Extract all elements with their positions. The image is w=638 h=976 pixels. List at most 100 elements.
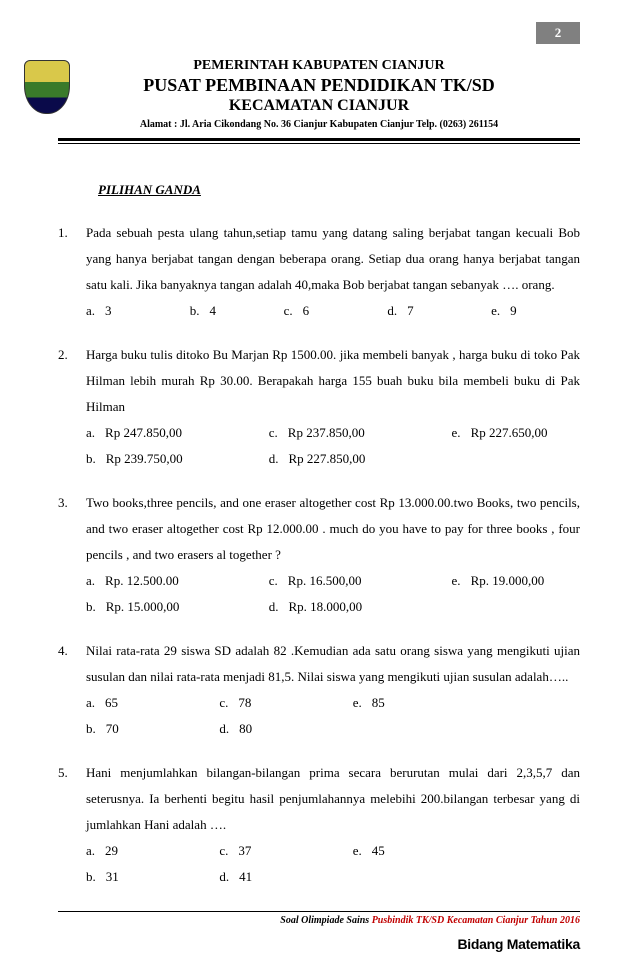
option-value: Rp 237.850,00	[288, 420, 365, 446]
page-number-badge: 2	[536, 22, 580, 44]
question-number: 5.	[58, 760, 86, 890]
option-value: 4	[209, 298, 216, 324]
option: e. Rp. 19.000,00	[452, 568, 580, 594]
option-label: a.	[86, 420, 95, 446]
question: 1.Pada sebuah pesta ulang tahun,setiap t…	[58, 220, 580, 324]
question-body: Hani menjumlahkan bilangan-bilangan prim…	[86, 760, 580, 890]
footer-caption-black: Soal Olimpiade Sains	[280, 915, 371, 926]
option-label: e.	[491, 298, 500, 324]
question-body: Harga buku tulis ditoko Bu Marjan Rp 150…	[86, 342, 580, 472]
option-label: c.	[284, 298, 293, 324]
question-body: Pada sebuah pesta ulang tahun,setiap tam…	[86, 220, 580, 324]
option-value: 31	[106, 864, 119, 890]
option: e. 9	[491, 298, 580, 324]
option: d.7	[387, 298, 491, 324]
question-number: 2.	[58, 342, 86, 472]
option	[452, 594, 580, 620]
option-label: b.	[86, 864, 96, 890]
shield-icon	[24, 60, 70, 114]
options-grid: a. 29 c.37e.45 b. 31 d.41	[86, 838, 580, 890]
question-number: 4.	[58, 638, 86, 742]
option: c.78	[219, 690, 352, 716]
question: 3.Two books,three pencils, and one erase…	[58, 490, 580, 620]
options-row: b.Rp 239.750,00d. Rp 227.850,00	[86, 446, 580, 472]
question: 4.Nilai rata-rata 29 siswa SD adalah 82 …	[58, 638, 580, 742]
option-label: a.	[86, 298, 95, 324]
question-body: Nilai rata-rata 29 siswa SD adalah 82 .K…	[86, 638, 580, 742]
option-value: Rp. 12.500.00	[105, 568, 179, 594]
option: c.37	[219, 838, 352, 864]
option-label: e.	[353, 690, 362, 716]
question: 2.Harga buku tulis ditoko Bu Marjan Rp 1…	[58, 342, 580, 472]
option-value: 80	[239, 716, 252, 742]
option: c. Rp 237.850,00	[269, 420, 452, 446]
option: a. Rp. 12.500.00	[86, 568, 269, 594]
option-label: d.	[219, 716, 229, 742]
option-label: a.	[86, 690, 95, 716]
header-divider-inner	[58, 143, 580, 144]
option: b. 31	[86, 864, 219, 890]
option-value: Rp. 19.000,00	[471, 568, 545, 594]
option-value: 85	[372, 690, 385, 716]
options-grid: a.65c.78e. 85 b. 70 d. 80	[86, 690, 580, 742]
option-value: Rp 247.850,00	[105, 420, 182, 446]
option-label: c.	[219, 838, 228, 864]
options-row: b. 31 d.41	[86, 864, 580, 890]
option: b. 70	[86, 716, 219, 742]
option-label: b.	[86, 716, 96, 742]
option-label: a.	[86, 568, 95, 594]
option-value: 29	[105, 838, 118, 864]
option: a. 29	[86, 838, 219, 864]
option-label: c.	[219, 690, 228, 716]
option: e. Rp 227.650,00	[452, 420, 580, 446]
options-row: a.65c.78e. 85	[86, 690, 580, 716]
option: d.Rp. 18.000,00	[269, 594, 452, 620]
option-value: Rp. 15.000,00	[106, 594, 180, 620]
option-value: 70	[106, 716, 119, 742]
option-value: Rp 239.750,00	[106, 446, 183, 472]
option: a.65	[86, 690, 219, 716]
options-row: a. 29 c.37e.45	[86, 838, 580, 864]
question-body: Two books,three pencils, and one eraser …	[86, 490, 580, 620]
option: d. Rp 227.850,00	[269, 446, 452, 472]
option-value: Rp 227.650,00	[471, 420, 548, 446]
option-label: b.	[190, 298, 200, 324]
options-row: b.Rp. 15.000,00d.Rp. 18.000,00	[86, 594, 580, 620]
option: d. 80	[219, 716, 352, 742]
document-header: PEMERINTAH KABUPATEN CIANJUR PUSAT PEMBI…	[58, 58, 580, 152]
content-area: PEMERINTAH KABUPATEN CIANJUR PUSAT PEMBI…	[58, 58, 580, 908]
footer: Soal Olimpiade Sains Pusbindik TK/SD Kec…	[58, 911, 580, 952]
footer-caption: Soal Olimpiade Sains Pusbindik TK/SD Kec…	[58, 915, 580, 926]
header-line1: PEMERINTAH KABUPATEN CIANJUR	[58, 58, 580, 75]
header-address: Alamat : Jl. Aria Cikondang No. 36 Cianj…	[58, 118, 580, 132]
option-label: e.	[452, 420, 461, 446]
option: e.45	[353, 838, 486, 864]
footer-subject: Bidang Matematika	[58, 936, 580, 952]
option: a. Rp 247.850,00	[86, 420, 269, 446]
option-value: Rp 227.850,00	[289, 446, 366, 472]
option-label: d.	[269, 446, 279, 472]
option-value: 7	[407, 298, 414, 324]
option: c.Rp. 16.500,00	[269, 568, 452, 594]
question-text: Harga buku tulis ditoko Bu Marjan Rp 150…	[86, 342, 580, 420]
option	[353, 716, 486, 742]
options-row: a. Rp. 12.500.00 c.Rp. 16.500,00e. Rp. 19.0…	[86, 568, 580, 594]
option: b.Rp 239.750,00	[86, 446, 269, 472]
section-title: PILIHAN GANDA	[98, 182, 580, 198]
question: 5.Hani menjumlahkan bilangan-bilangan pr…	[58, 760, 580, 890]
option-label: e.	[353, 838, 362, 864]
option: d.41	[219, 864, 352, 890]
option-value: 9	[510, 298, 517, 324]
question-text: Two books,three pencils, and one eraser …	[86, 490, 580, 568]
header-text: PEMERINTAH KABUPATEN CIANJUR PUSAT PEMBI…	[58, 58, 580, 132]
option-label: a.	[86, 838, 95, 864]
question-number: 1.	[58, 220, 86, 324]
option	[353, 864, 486, 890]
option: c.6	[284, 298, 388, 324]
option-label: c.	[269, 420, 278, 446]
option-label: e.	[452, 568, 461, 594]
options-row: a. Rp 247.850,00 c. Rp 237.850,00 e. Rp 227.6…	[86, 420, 580, 446]
option-value: 3	[105, 298, 112, 324]
option: b. 4	[190, 298, 284, 324]
question-text: Hani menjumlahkan bilangan-bilangan prim…	[86, 760, 580, 838]
